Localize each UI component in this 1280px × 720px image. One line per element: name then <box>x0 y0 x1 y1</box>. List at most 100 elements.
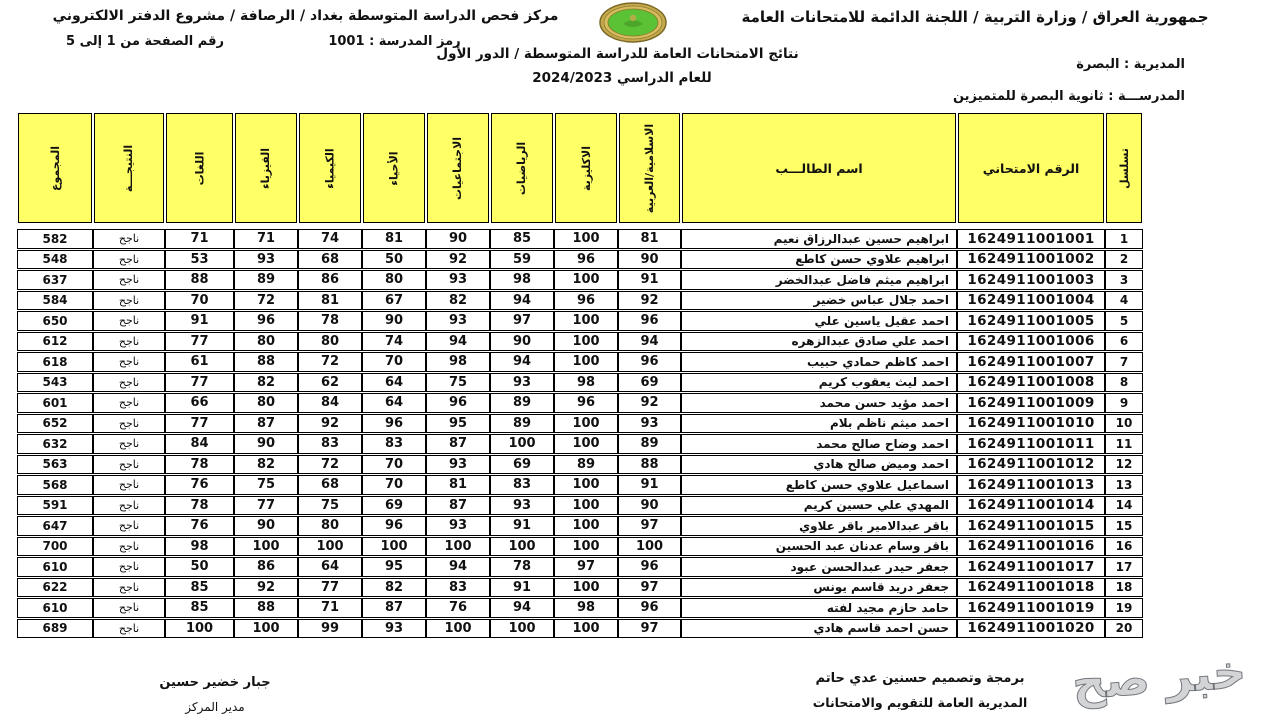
islamic-arabic-score-cell: 97 <box>618 577 681 597</box>
student-name-cell: اسماعيل علاوي حسن كاطع <box>681 475 957 495</box>
languages-score-cell: 84 <box>165 434 234 454</box>
directorate-label: المديرية : <box>1123 57 1185 72</box>
total-cell: 582 <box>17 229 93 249</box>
islamic-arabic-score-cell: 96 <box>618 352 681 372</box>
serial-cell: 20 <box>1105 618 1143 638</box>
social-score-cell: 93 <box>426 454 490 474</box>
serial-cell: 17 <box>1105 557 1143 577</box>
social-score-cell: 93 <box>426 270 490 290</box>
serial-cell: 6 <box>1105 331 1143 351</box>
exam-number-cell: 1624911001011 <box>957 434 1105 454</box>
english-score-cell: 98 <box>554 372 618 392</box>
languages-score-cell: 76 <box>165 516 234 536</box>
result-cell: ناجح <box>93 249 165 269</box>
chemistry-score-cell: 81 <box>298 290 362 310</box>
total-cell: 647 <box>17 516 93 536</box>
student-name-cell: باقر وسام عدنان عبد الحسين <box>681 536 957 556</box>
result-cell: ناجح <box>93 372 165 392</box>
physics-score-cell: 80 <box>234 393 298 413</box>
table-row: 17 1624911001017 جعفر حيدر عبدالحسن عبود… <box>17 557 1143 577</box>
serial-cell: 18 <box>1105 577 1143 597</box>
student-name-cell: احمد مؤيد حسن محمد <box>681 393 957 413</box>
chemistry-score-cell: 78 <box>298 311 362 331</box>
biology-score-cell: 67 <box>362 290 426 310</box>
biology-score-cell: 82 <box>362 577 426 597</box>
biology-score-cell: 74 <box>362 331 426 351</box>
biology-score-cell: 80 <box>362 270 426 290</box>
table-row: 10 1624911001010 احمد ميثم ناظم بلام 93 … <box>17 413 1143 433</box>
exam-number-cell: 1624911001020 <box>957 618 1105 638</box>
serial-cell: 19 <box>1105 598 1143 618</box>
year-label: للعام الدراسي <box>617 70 712 86</box>
biology-score-cell: 87 <box>362 598 426 618</box>
directorate-line: المديرية : البصرة <box>945 57 1185 72</box>
physics-score-cell: 92 <box>234 577 298 597</box>
student-name-cell: حامد حازم مجيد لفته <box>681 598 957 618</box>
serial-cell: 13 <box>1105 475 1143 495</box>
evaluation-directorate: المديرية العامة للتقويم والامتحانات <box>812 695 1028 710</box>
result-cell: ناجح <box>93 393 165 413</box>
exam-number-cell: 1624911001008 <box>957 372 1105 392</box>
islamic-arabic-score-cell: 96 <box>618 311 681 331</box>
total-cell: 689 <box>17 618 93 638</box>
school-line: المدرســـة : ثانوية البصرة للمتميزين <box>885 89 1185 104</box>
social-score-cell: 100 <box>426 618 490 638</box>
islamic-arabic-score-cell: 90 <box>618 495 681 515</box>
social-score-cell: 87 <box>426 495 490 515</box>
physics-score-cell: 87 <box>234 413 298 433</box>
result-cell: ناجح <box>93 516 165 536</box>
biology-score-cell: 70 <box>362 352 426 372</box>
math-score-cell: 69 <box>490 454 554 474</box>
table-row: 11 1624911001011 احمد وضاح صالح محمد 89 … <box>17 434 1143 454</box>
total-cell: 618 <box>17 352 93 372</box>
exam-number-cell: 1624911001006 <box>957 331 1105 351</box>
school-value: ثانوية البصرة للمتميزين <box>952 89 1104 104</box>
islamic-arabic-score-cell: 97 <box>618 618 681 638</box>
total-cell: 568 <box>17 475 93 495</box>
table-header-row: تسلسل الرقم الامتحاني اسم الطالـــب الاس… <box>17 113 1143 223</box>
watermark: خبر صح <box>1070 643 1249 711</box>
physics-score-cell: 96 <box>234 311 298 331</box>
biology-score-cell: 70 <box>362 454 426 474</box>
math-score-cell: 83 <box>490 475 554 495</box>
result-cell: ناجح <box>93 290 165 310</box>
english-score-cell: 100 <box>554 352 618 372</box>
islamic-arabic-score-cell: 91 <box>618 270 681 290</box>
table-body: 1 1624911001001 ابراهيم حسين عبدالرزاق ن… <box>17 229 1143 638</box>
total-cell: 700 <box>17 536 93 556</box>
islamic-arabic-score-cell: 97 <box>618 516 681 536</box>
islamic-arabic-score-cell: 100 <box>618 536 681 556</box>
table-row: 4 1624911001004 احمد جلال عباس خضير 92 9… <box>17 290 1143 310</box>
ministry-title: جمهورية العراق / وزارة التربية / اللجنة … <box>741 8 1209 26</box>
social-score-cell: 94 <box>426 557 490 577</box>
page-range: رقم الصفحة من 1 إلى 5 <box>66 34 224 49</box>
total-cell: 543 <box>17 372 93 392</box>
result-cell: ناجح <box>93 311 165 331</box>
chemistry-score-cell: 84 <box>298 393 362 413</box>
header-math: الرياضيات <box>491 113 553 223</box>
exam-number-cell: 1624911001010 <box>957 413 1105 433</box>
table-row: 8 1624911001008 احمد ليث يعقوب كريم 69 9… <box>17 372 1143 392</box>
exam-number-cell: 1624911001001 <box>957 229 1105 249</box>
physics-score-cell: 90 <box>234 434 298 454</box>
student-name-cell: المهدي علي حسين كريم <box>681 495 957 515</box>
math-score-cell: 94 <box>490 352 554 372</box>
table-row: 12 1624911001012 احمد وميض صالح هادي 88 … <box>17 454 1143 474</box>
physics-score-cell: 80 <box>234 331 298 351</box>
result-cell: ناجح <box>93 495 165 515</box>
math-score-cell: 93 <box>490 495 554 515</box>
english-score-cell: 100 <box>554 618 618 638</box>
results-title: نتائج الامتحانات العامة للدراسة المتوسطة… <box>436 46 799 62</box>
physics-score-cell: 71 <box>234 229 298 249</box>
physics-score-cell: 89 <box>234 270 298 290</box>
exam-number-cell: 1624911001012 <box>957 454 1105 474</box>
result-cell: ناجح <box>93 618 165 638</box>
physics-score-cell: 86 <box>234 557 298 577</box>
biology-score-cell: 96 <box>362 516 426 536</box>
total-cell: 563 <box>17 454 93 474</box>
biology-score-cell: 50 <box>362 249 426 269</box>
languages-score-cell: 85 <box>165 577 234 597</box>
math-score-cell: 91 <box>490 577 554 597</box>
biology-score-cell: 95 <box>362 557 426 577</box>
serial-cell: 14 <box>1105 495 1143 515</box>
